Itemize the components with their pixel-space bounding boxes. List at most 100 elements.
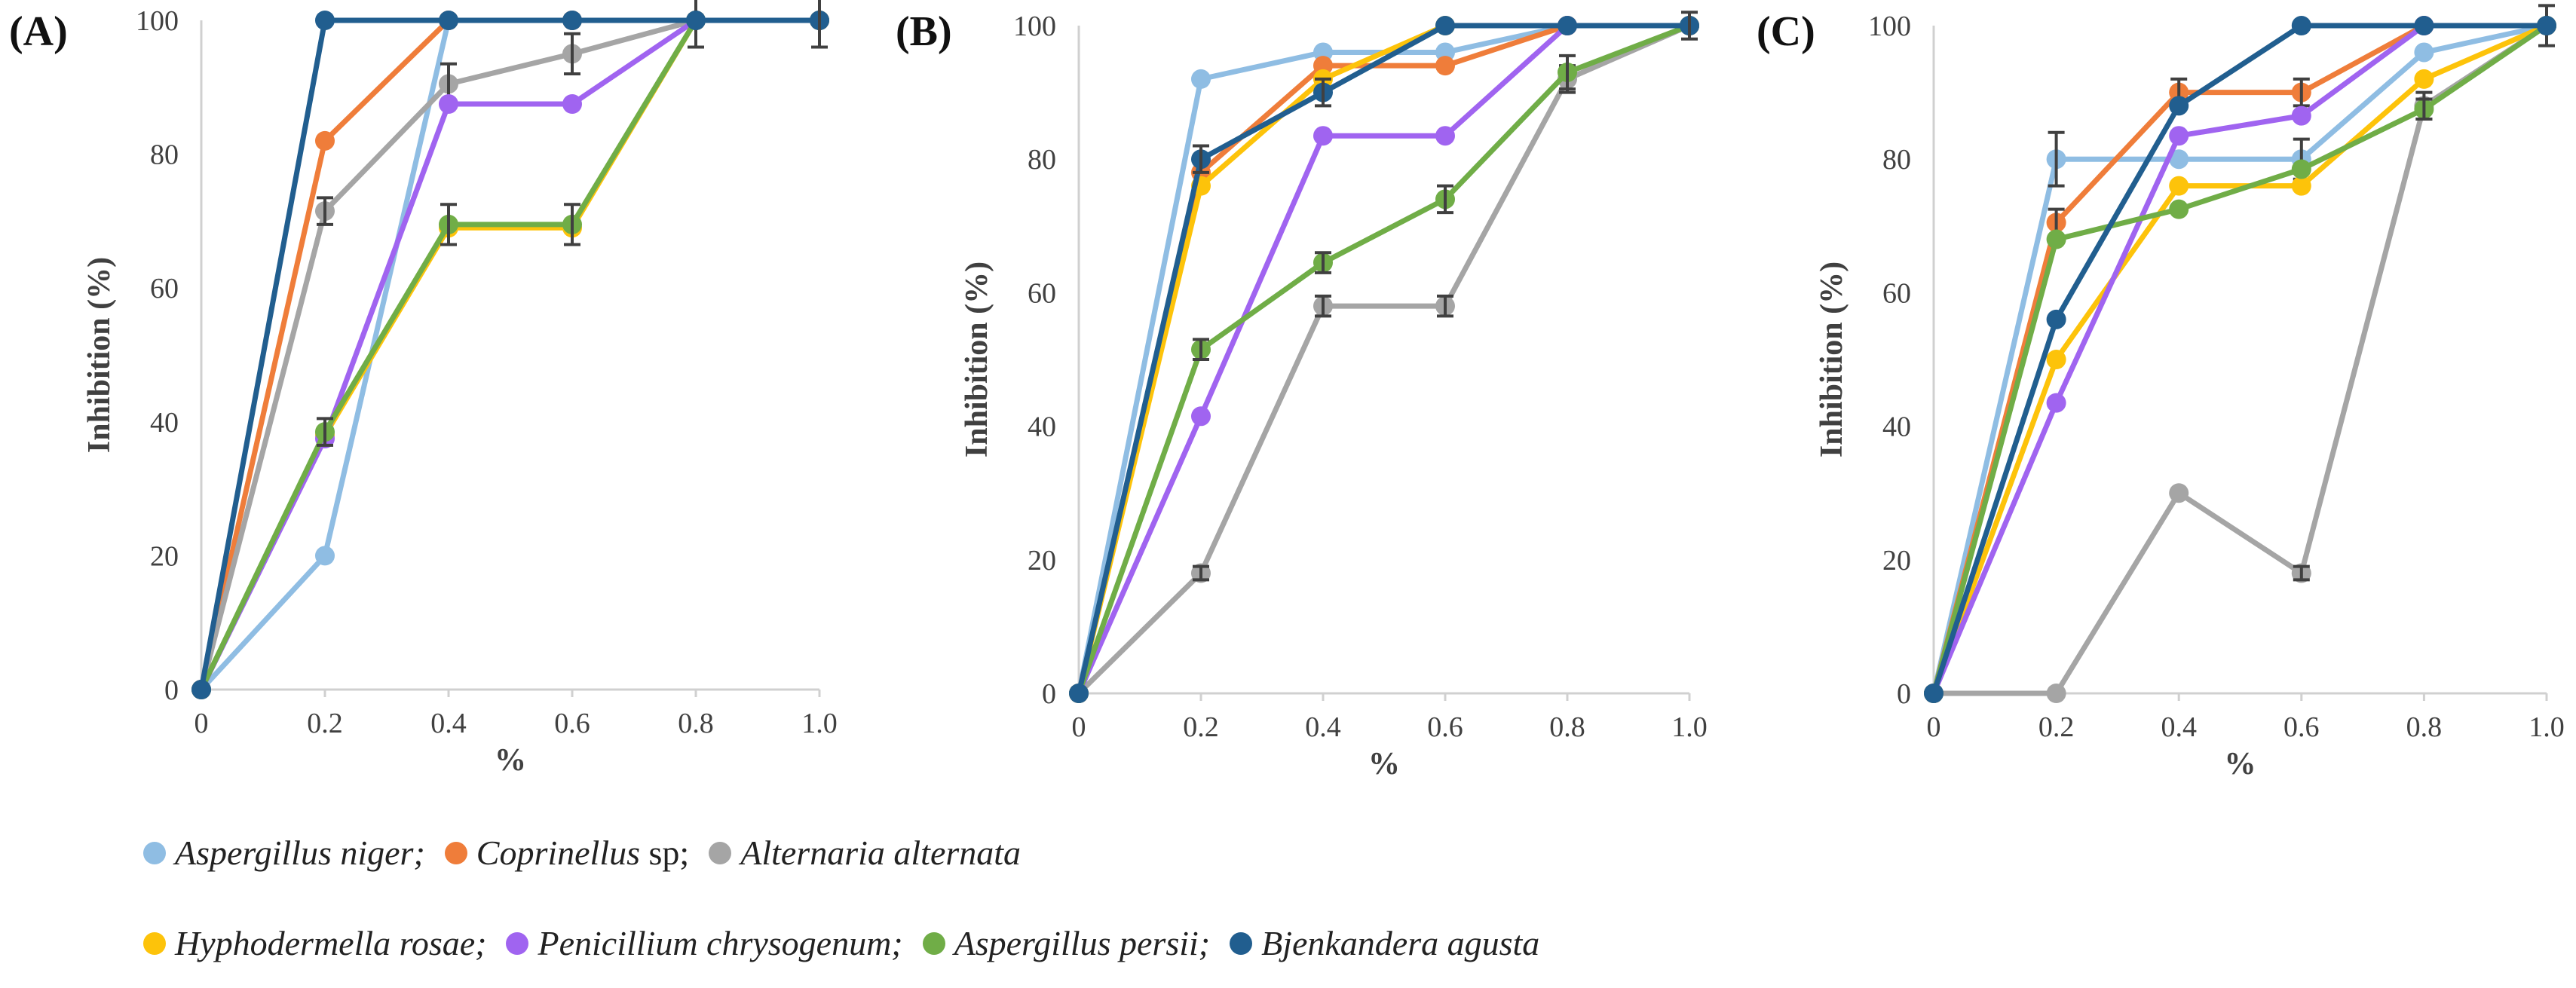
series-line — [1076, 23, 1689, 694]
legend-item-aspergillus-niger: Aspergillus niger; — [143, 833, 425, 873]
y-tick-label: 40 — [150, 407, 179, 439]
series-line — [1076, 23, 1689, 695]
data-point — [2046, 393, 2066, 413]
panel-label: (A) — [9, 8, 68, 55]
series-bjenkandera-agusta — [1069, 11, 1699, 703]
data-point — [2537, 16, 2556, 35]
data-point — [1313, 126, 1333, 146]
data-point — [1558, 16, 1577, 35]
data-point — [562, 94, 582, 114]
legend-label: Aspergillus persii; — [954, 924, 1211, 962]
data-point — [2169, 176, 2189, 196]
data-point — [2169, 96, 2189, 116]
legend-label: Bjenkandera agusta — [1261, 924, 1540, 962]
x-tick-label: 1.0 — [2529, 711, 2565, 743]
data-point — [2291, 106, 2311, 126]
x-axis-title: % — [2225, 747, 2256, 782]
x-tick-label: 0.4 — [1305, 711, 1341, 743]
error-bar — [1193, 564, 1209, 582]
panel-c: (C) 0 20 40 60 80 100 0 0.2 0.4 0.6 0.8 1.0% Inhibiti… — [1757, 4, 2565, 782]
data-point — [439, 11, 458, 30]
data-point — [2414, 16, 2434, 35]
error-bar — [1315, 251, 1331, 274]
y-tick-label: 40 — [1028, 411, 1056, 443]
data-point — [2414, 42, 2434, 63]
x-tick-label: 0.2 — [1183, 711, 1219, 743]
y-axis-title: Inhibition (%) — [1815, 262, 1849, 457]
y-tick-label: 0 — [1042, 678, 1056, 710]
x-tick-label: 0.6 — [2283, 711, 2320, 743]
series-aspergillus-persii — [1069, 16, 1699, 703]
legend-label: Aspergillus niger; — [175, 834, 425, 872]
legend-marker-icon — [506, 931, 529, 955]
series-line — [199, 17, 819, 692]
x-tick-label: 0.8 — [2406, 711, 2443, 743]
series-line — [1076, 23, 1691, 695]
series-hyphodermella-rosae — [1924, 16, 2556, 703]
error-bar — [564, 32, 580, 76]
x-tick-label: 0 — [1927, 711, 1941, 743]
series-coprinellus-sp — [1924, 16, 2556, 703]
legend-marker-icon — [709, 841, 732, 864]
y-tick-label: 20 — [1028, 545, 1056, 577]
y-tick-label: 0 — [164, 674, 179, 706]
legend-label: Hyphodermella rosae; — [175, 924, 487, 962]
data-point — [2046, 229, 2066, 249]
series-line — [1076, 23, 1689, 694]
series-line — [1931, 23, 2548, 695]
data-point — [1435, 56, 1455, 76]
x-tick-label: 0.4 — [430, 708, 467, 739]
data-point — [1435, 126, 1455, 146]
data-point — [686, 11, 706, 30]
data-point — [315, 546, 335, 566]
data-point — [2169, 199, 2189, 219]
legend-item-coprinellus: Coprinellus sp; — [444, 833, 690, 873]
y-tick-label: 0 — [1897, 678, 1911, 710]
series-hyphodermella-rosae — [1069, 16, 1699, 703]
legend-row-1: Aspergillus niger; Coprinellus sp; Alter… — [143, 833, 1040, 873]
series-bjenkandera-agusta — [1924, 16, 2556, 703]
legend-row-2: Hyphodermella rosae; Penicillium chrysog… — [143, 923, 1559, 963]
error-bar — [2293, 564, 2310, 582]
y-tick-label: 40 — [1882, 411, 1911, 443]
error-bar — [1437, 294, 1453, 318]
data-point — [562, 11, 582, 30]
series-line — [198, 17, 819, 690]
x-tick-label: 0.8 — [678, 708, 714, 739]
y-tick-label: 20 — [150, 540, 179, 572]
y-tick-label: 100 — [136, 5, 179, 37]
x-axis-title: % — [1368, 747, 1400, 782]
error-bar — [1681, 11, 1698, 41]
series-line — [1077, 23, 1691, 696]
y-tick-label: 80 — [1028, 144, 1056, 176]
x-axis-title: % — [495, 743, 526, 778]
x-tick-label: 0.4 — [2161, 711, 2197, 743]
series-bjenkandera-agusta — [191, 0, 829, 699]
data-point — [1191, 69, 1211, 89]
data-point — [1435, 16, 1455, 35]
y-axis-title: Inhibition (%) — [82, 257, 117, 453]
series-line — [1076, 23, 1689, 694]
y-tick-label: 60 — [1028, 277, 1056, 309]
x-tick-label: 0.2 — [307, 708, 343, 739]
legend-label: Penicillium chrysogenum; — [538, 924, 903, 962]
x-tick-label: 1.0 — [801, 708, 838, 739]
series-line — [1931, 23, 2548, 694]
data-point — [439, 94, 458, 114]
legend-marker-icon — [922, 931, 945, 955]
legend-item-penicillium-chrysogenum: Penicillium chrysogenum; — [506, 923, 903, 963]
data-point — [315, 11, 335, 30]
data-point — [1191, 406, 1211, 427]
data-point — [315, 130, 335, 151]
series-coprinellus-sp — [1069, 16, 1699, 703]
x-tick-label: 0.8 — [1549, 711, 1585, 743]
series-penicillium-chrysogenum — [1069, 16, 1699, 703]
series-line — [1931, 23, 2547, 695]
error-bar — [1193, 144, 1209, 174]
series-aspergillus-niger — [1069, 16, 1699, 703]
legend-item-hyphodermella-rosae: Hyphodermella rosae; — [143, 923, 486, 963]
legend-marker-icon — [444, 841, 467, 864]
legend-label: Coprinellus sp; — [476, 834, 690, 872]
y-tick-label: 60 — [1882, 277, 1911, 309]
error-bar — [440, 203, 457, 246]
